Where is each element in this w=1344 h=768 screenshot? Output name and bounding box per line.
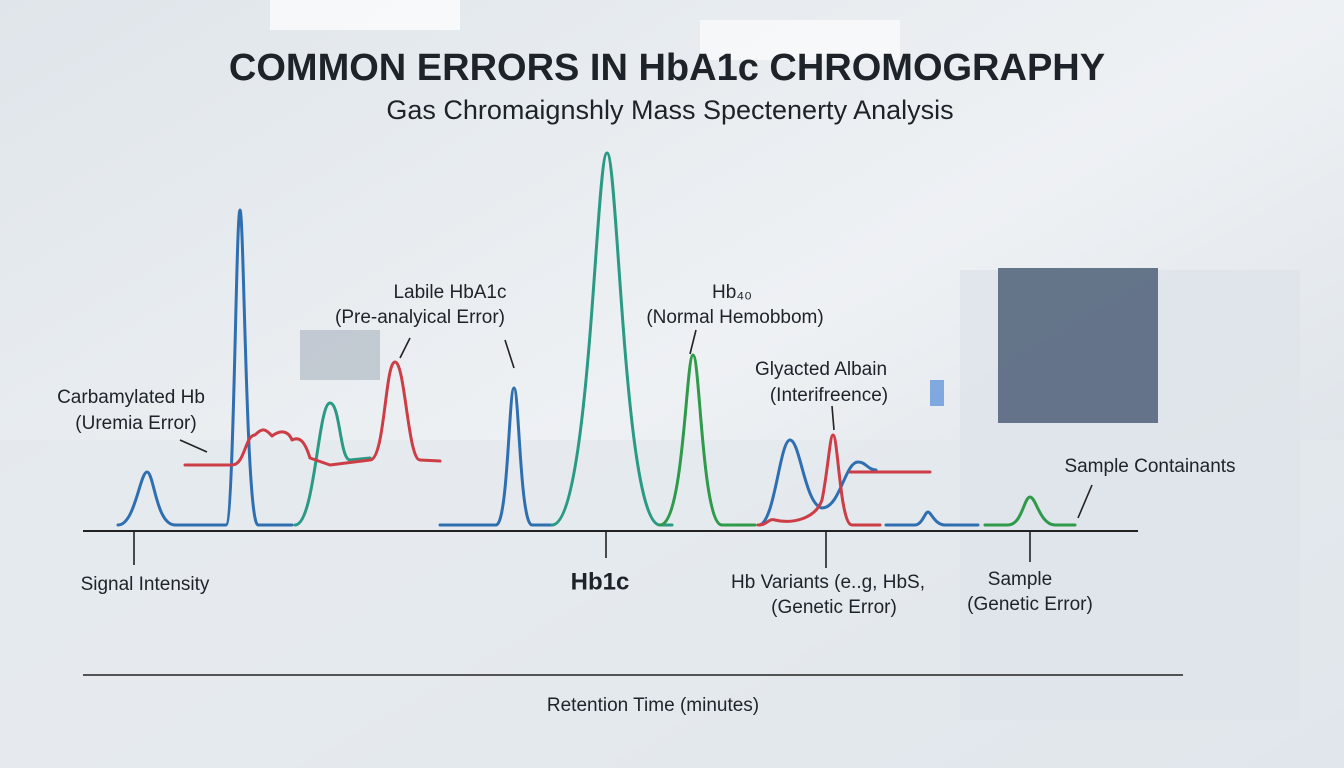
label: Sample (988, 569, 1052, 590)
label: Hb₄₀ (712, 282, 752, 303)
teal-trace (293, 151, 674, 527)
label: (Uremia Error) (75, 413, 196, 434)
curves (116, 151, 1077, 527)
title: COMMON ERRORS IN HbA1c CHROMOGRAPHY (229, 47, 1105, 89)
label: Hb1c (571, 568, 630, 595)
red-trace (183, 360, 932, 527)
green-trace (658, 353, 1077, 527)
label: Carbamylated Hb (57, 387, 205, 408)
blue-trace (116, 208, 980, 527)
labels: Carbamylated Hb (Uremia Error) Labile Hb… (57, 282, 1235, 716)
label: Glyacted Albain (755, 359, 887, 380)
label: (Interifreence) (770, 385, 888, 406)
label: (Pre-analyical Error) (335, 307, 505, 328)
label: (Normal Hemobbom) (646, 307, 823, 328)
label: Sample Containants (1064, 456, 1235, 477)
label: Hb Variants (e..g, HbS, (731, 572, 925, 593)
label: Labile HbA1c (393, 282, 506, 303)
label: (Genetic Error) (771, 597, 897, 618)
axis-title: Retention Time (minutes) (547, 695, 759, 716)
pointers (133, 329, 1093, 568)
label: Signal Intensity (81, 574, 210, 595)
label: (Genetic Error) (967, 594, 1093, 615)
subtitle: Gas Chromaignshly Mass Spectenerty Analy… (386, 95, 953, 125)
